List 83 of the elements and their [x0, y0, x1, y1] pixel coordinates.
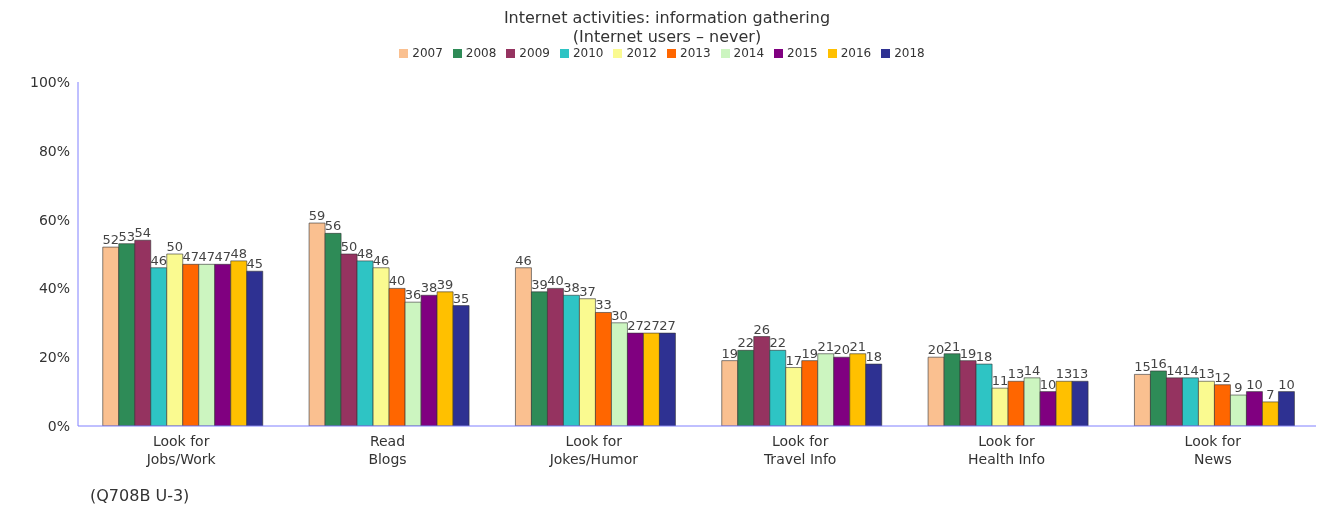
- data-label: 7: [1266, 386, 1275, 402]
- y-tick-label: 100%: [29, 73, 70, 90]
- x-tick-label: Look for Travel Info: [762, 433, 837, 467]
- legend-label: 2016: [840, 46, 872, 60]
- data-label: 53: [118, 228, 136, 244]
- data-label: 27: [659, 318, 676, 334]
- legend-label: 2008: [465, 46, 497, 60]
- y-tick-label: 40%: [38, 280, 70, 297]
- data-label: 17: [785, 352, 803, 368]
- data-label: 27: [643, 318, 660, 334]
- data-label: 19: [801, 345, 819, 361]
- data-label: 38: [420, 280, 438, 296]
- legend-label: 2009: [519, 46, 550, 60]
- legend-label: 2012: [626, 46, 657, 60]
- data-label: 26: [753, 321, 771, 337]
- text: (Q708B U-3): [90, 486, 191, 505]
- data-label: 46: [372, 252, 390, 268]
- data-label: 30: [611, 307, 628, 323]
- legend-label: 2007: [412, 46, 443, 60]
- data-label: 20: [927, 342, 945, 358]
- data-label: 27: [627, 318, 644, 334]
- y-tick-label: 60%: [38, 211, 70, 228]
- data-label: 54: [134, 225, 152, 241]
- data-label: 13: [1007, 366, 1025, 382]
- data-label: 19: [959, 345, 977, 361]
- legend-label: 2018: [894, 46, 925, 60]
- y-tick-label: 20%: [38, 349, 70, 366]
- x-tick-label: Look for Jokes/Humor: [548, 433, 639, 467]
- data-label: 20: [833, 342, 851, 358]
- data-label: 13: [1198, 366, 1215, 382]
- x-tick-label: Look for News: [1184, 433, 1242, 467]
- chart-title: Internet activities: information gathering: [502, 8, 832, 27]
- data-label: 39: [436, 276, 454, 292]
- data-label: 37: [579, 283, 596, 299]
- data-label: 36: [404, 287, 422, 303]
- y-tick-label: 0%: [47, 417, 70, 434]
- data-label: 14: [1182, 362, 1199, 378]
- data-label: 21: [849, 338, 867, 354]
- data-label: 56: [324, 218, 342, 234]
- data-label: 18: [975, 349, 993, 365]
- data-label: 46: [515, 252, 532, 268]
- data-label: 48: [356, 245, 374, 261]
- data-label: 11: [991, 373, 1009, 389]
- data-label: 52: [102, 232, 120, 248]
- data-label: 14: [1166, 362, 1183, 378]
- data-label: 59: [308, 208, 326, 224]
- data-label: 40: [388, 273, 406, 289]
- legend-label: 2010: [572, 46, 604, 60]
- chart-subtitle: (Internet users – never): [571, 27, 763, 46]
- legend-label: 2013: [680, 46, 711, 60]
- legend-label: 2015: [787, 46, 818, 60]
- data-label: 40: [547, 273, 564, 289]
- data-label: 22: [769, 335, 787, 351]
- data-label: 10: [1039, 376, 1057, 392]
- x-tick-label: Look for Jobs/Work: [145, 433, 217, 467]
- data-label: 13: [1071, 366, 1089, 382]
- data-label: 16: [1150, 355, 1167, 371]
- data-label: 21: [817, 338, 835, 354]
- data-label: 10: [1278, 376, 1295, 392]
- data-label: 33: [595, 297, 612, 313]
- data-label: 12: [1214, 369, 1231, 385]
- data-label: 45: [246, 256, 264, 272]
- data-label: 15: [1134, 359, 1151, 375]
- data-label: 10: [1246, 376, 1263, 392]
- data-label: 47: [214, 249, 232, 265]
- data-label: 47: [182, 249, 200, 265]
- data-label: 14: [1023, 362, 1041, 378]
- data-label: 39: [531, 276, 548, 292]
- data-label: 50: [340, 239, 358, 254]
- data-label: 22: [737, 335, 755, 351]
- data-label: 13: [1055, 366, 1073, 382]
- x-tick-label: Look for Health Info: [968, 433, 1045, 467]
- data-label: 38: [563, 280, 580, 296]
- data-label: 46: [150, 252, 168, 268]
- data-label: 48: [230, 245, 248, 261]
- data-label: 9: [1234, 380, 1243, 396]
- legend-label: 2014: [733, 46, 765, 60]
- x-tick-label: Read Blogs: [368, 433, 407, 467]
- data-label: 35: [452, 290, 470, 306]
- data-label: 50: [166, 239, 184, 254]
- data-label: 47: [198, 249, 216, 265]
- data-label: 21: [943, 338, 961, 354]
- y-tick-label: 80%: [38, 142, 70, 159]
